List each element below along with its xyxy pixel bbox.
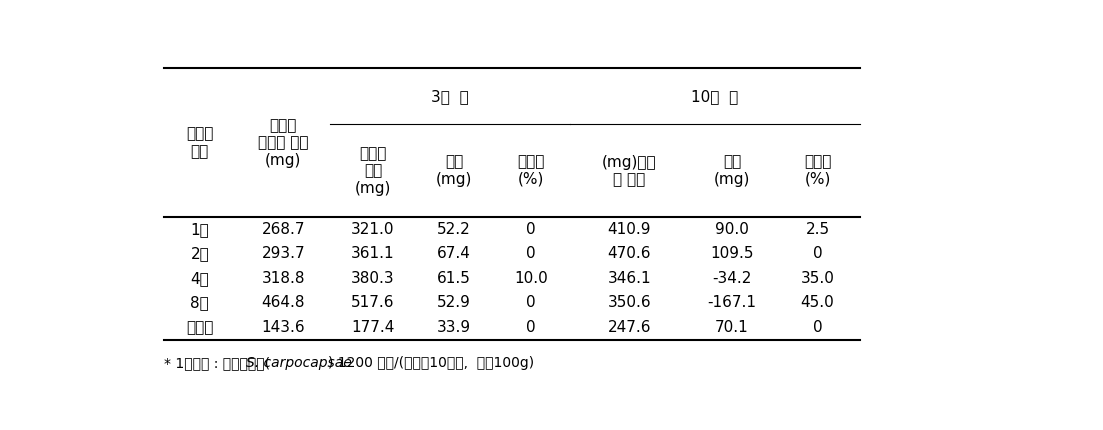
Text: 무처리: 무처리 (186, 320, 214, 335)
Text: 109.5: 109.5 (710, 246, 753, 261)
Text: 52.9: 52.9 (437, 295, 471, 310)
Text: (mg)마리
당 체중: (mg)마리 당 체중 (602, 155, 656, 187)
Text: 177.4: 177.4 (351, 320, 395, 335)
Text: 247.6: 247.6 (608, 320, 651, 335)
Text: 410.9: 410.9 (608, 222, 651, 237)
Text: 143.6: 143.6 (261, 320, 306, 335)
Text: 293.7: 293.7 (261, 246, 306, 261)
Text: 35.0: 35.0 (801, 271, 834, 286)
Text: 배원성
선충: 배원성 선충 (186, 126, 214, 159)
Text: 321.0: 321.0 (351, 222, 395, 237)
Text: 10일  후: 10일 후 (692, 89, 739, 104)
Text: 차이
(mg): 차이 (mg) (436, 155, 472, 187)
Text: 0: 0 (526, 222, 536, 237)
Text: -167.1: -167.1 (707, 295, 757, 310)
Text: 8배: 8배 (191, 295, 210, 310)
Text: 318.8: 318.8 (261, 271, 304, 286)
Text: 차이
(mg): 차이 (mg) (714, 155, 750, 187)
Text: 33.9: 33.9 (437, 320, 471, 335)
Text: 90.0: 90.0 (715, 222, 749, 237)
Text: 0: 0 (526, 320, 536, 335)
Text: 380.3: 380.3 (351, 271, 395, 286)
Text: 4배: 4배 (191, 271, 210, 286)
Text: 350.6: 350.6 (608, 295, 651, 310)
Text: 투입전
마리당 체중
(mg): 투입전 마리당 체중 (mg) (258, 118, 309, 168)
Text: 517.6: 517.6 (351, 295, 395, 310)
Text: 45.0: 45.0 (801, 295, 834, 310)
Text: 470.6: 470.6 (608, 246, 651, 261)
Text: 70.1: 70.1 (715, 320, 749, 335)
Text: * 1배처리 : 배원성선충(: * 1배처리 : 배원성선충( (163, 356, 269, 370)
Text: 0: 0 (813, 246, 822, 261)
Text: 346.1: 346.1 (608, 271, 651, 286)
Text: -34.2: -34.2 (713, 271, 751, 286)
Text: 10.0: 10.0 (514, 271, 548, 286)
Text: 361.1: 361.1 (351, 246, 395, 261)
Text: 2배: 2배 (191, 246, 210, 261)
Text: 52.2: 52.2 (437, 222, 471, 237)
Text: 464.8: 464.8 (261, 295, 304, 310)
Text: 268.7: 268.7 (261, 222, 304, 237)
Text: 0: 0 (526, 295, 536, 310)
Text: S. carpocapsae: S. carpocapsae (246, 356, 352, 370)
Text: 0: 0 (813, 320, 822, 335)
Text: 67.4: 67.4 (437, 246, 471, 261)
Text: 2.5: 2.5 (805, 222, 829, 237)
Text: 마리당
체중
(mg): 마리당 체중 (mg) (355, 146, 392, 196)
Text: 3일  후: 3일 후 (431, 89, 469, 104)
Text: ) 1200 마리/(괴볼이10마리,  배지100g): ) 1200 마리/(괴볼이10마리, 배지100g) (328, 356, 534, 370)
Text: 61.5: 61.5 (437, 271, 471, 286)
Text: 0: 0 (526, 246, 536, 261)
Text: 살충율
(%): 살충율 (%) (804, 155, 832, 187)
Text: 1배: 1배 (191, 222, 210, 237)
Text: 살충율
(%): 살충율 (%) (517, 155, 545, 187)
